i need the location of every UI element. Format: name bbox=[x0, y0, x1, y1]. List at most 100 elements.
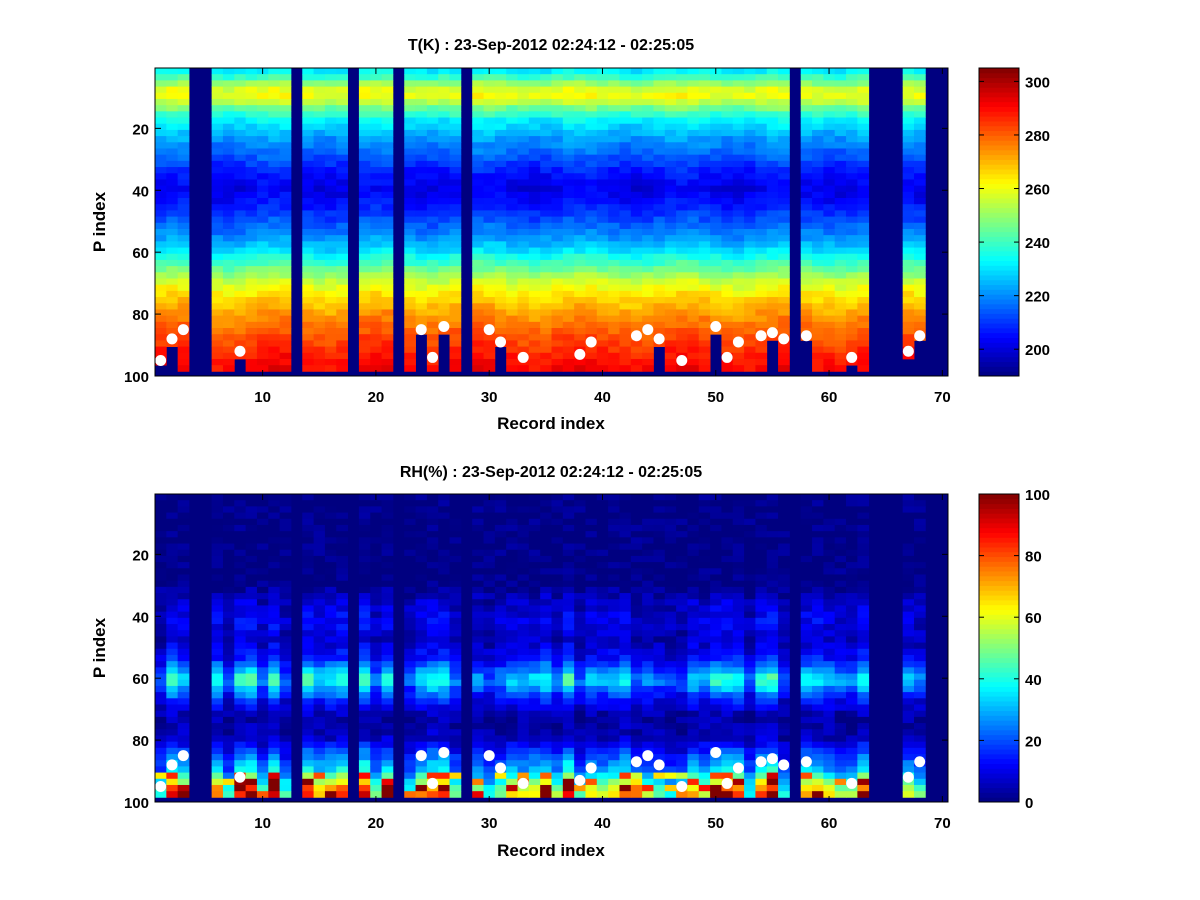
heatmap-cell bbox=[177, 716, 190, 724]
heatmap-cell bbox=[846, 204, 858, 211]
heatmap-cell bbox=[415, 791, 428, 798]
heatmap-cell bbox=[562, 630, 575, 637]
heatmap-cell bbox=[234, 105, 247, 112]
heatmap-cell bbox=[404, 543, 416, 551]
heatmap-cell bbox=[902, 315, 915, 323]
heatmap-cell bbox=[596, 555, 609, 563]
heatmap-cell bbox=[222, 241, 235, 248]
heatmap-cell bbox=[279, 531, 292, 538]
heatmap-cell bbox=[653, 778, 666, 786]
heatmap-cell bbox=[370, 129, 382, 137]
heatmap-cell bbox=[902, 228, 915, 236]
heatmap-cell bbox=[211, 760, 224, 767]
heatmap-cell bbox=[415, 129, 428, 137]
heatmap-cell bbox=[574, 524, 586, 532]
heatmap-cell bbox=[608, 778, 620, 786]
heatmap-cell bbox=[302, 778, 314, 786]
heatmap-cell bbox=[721, 204, 734, 211]
heatmap-cell bbox=[506, 74, 518, 81]
heatmap-cell bbox=[404, 154, 416, 162]
heatmap-cell bbox=[415, 154, 428, 162]
heatmap-cell bbox=[551, 173, 564, 180]
heatmap-cell bbox=[211, 278, 224, 286]
heatmap-cell bbox=[324, 784, 337, 792]
heatmap-cell bbox=[619, 630, 632, 637]
surface-marker bbox=[902, 345, 914, 357]
heatmap-cell bbox=[664, 198, 677, 205]
heatmap-cell bbox=[426, 772, 439, 780]
heatmap-cell bbox=[834, 235, 847, 242]
heatmap-cell bbox=[914, 185, 926, 193]
heatmap-cell bbox=[676, 593, 688, 600]
heatmap-cell bbox=[902, 154, 915, 162]
heatmap-cell bbox=[619, 297, 632, 304]
heatmap-cell bbox=[336, 685, 348, 693]
heatmap-cell bbox=[324, 667, 337, 674]
heatmap-cell bbox=[494, 784, 507, 792]
heatmap-cell bbox=[766, 210, 779, 217]
heatmap-cell bbox=[324, 241, 337, 248]
heatmap-cell bbox=[812, 309, 824, 317]
heatmap-cell bbox=[302, 309, 314, 317]
heatmap-cell bbox=[370, 303, 382, 310]
heatmap-cell bbox=[415, 605, 428, 613]
heatmap-cell bbox=[744, 309, 756, 317]
heatmap-cell bbox=[177, 74, 190, 81]
heatmap-cell bbox=[630, 80, 643, 87]
heatmap-cell bbox=[279, 778, 292, 786]
heatmap-cell bbox=[324, 167, 337, 174]
heatmap-cell bbox=[324, 92, 337, 100]
heatmap-cell bbox=[177, 735, 190, 743]
heatmap-cell bbox=[766, 167, 779, 174]
heatmap-cell bbox=[676, 531, 688, 538]
heatmap-cell bbox=[596, 105, 609, 112]
surface-marker bbox=[676, 355, 688, 367]
heatmap-cell bbox=[721, 266, 734, 273]
heatmap-cell bbox=[494, 309, 507, 317]
heatmap-cell bbox=[279, 506, 292, 513]
heatmap-cell bbox=[778, 167, 790, 174]
heatmap-cell bbox=[540, 549, 552, 557]
heatmap-cell bbox=[245, 617, 258, 625]
heatmap-cell bbox=[710, 142, 722, 149]
heatmap-cell bbox=[449, 667, 462, 674]
heatmap-cell bbox=[914, 284, 926, 292]
heatmap-cell bbox=[834, 98, 847, 106]
heatmap-cell bbox=[551, 346, 564, 354]
heatmap-cell bbox=[245, 123, 258, 131]
heatmap-cell bbox=[313, 105, 326, 112]
heatmap-cell bbox=[676, 791, 688, 798]
heatmap-cell bbox=[846, 266, 858, 273]
heatmap-cell bbox=[732, 321, 745, 329]
heatmap-cell bbox=[721, 303, 734, 310]
heatmap-cell bbox=[687, 673, 700, 681]
heatmap-cell bbox=[211, 735, 224, 743]
heatmap-cell bbox=[914, 74, 926, 81]
heatmap-cell bbox=[540, 346, 552, 354]
heatmap-cell bbox=[211, 524, 224, 532]
heatmap-cell bbox=[234, 630, 247, 637]
heatmap-cell bbox=[426, 334, 439, 341]
heatmap-cell bbox=[676, 297, 688, 304]
heatmap-cell bbox=[664, 210, 677, 217]
heatmap-cell bbox=[404, 346, 416, 354]
heatmap-cell bbox=[370, 216, 382, 224]
heatmap-cell bbox=[279, 328, 292, 335]
heatmap-cell bbox=[778, 328, 790, 335]
heatmap-cell bbox=[449, 555, 462, 563]
heatmap-cell bbox=[528, 334, 541, 341]
surface-marker bbox=[438, 320, 450, 332]
heatmap-cell bbox=[687, 98, 700, 106]
heatmap-cell bbox=[823, 222, 836, 230]
heatmap-cell bbox=[324, 253, 337, 261]
heatmap-cell bbox=[166, 537, 179, 544]
heatmap-cell bbox=[619, 222, 632, 230]
heatmap-cell bbox=[528, 123, 541, 131]
heatmap-cell bbox=[834, 247, 847, 255]
heatmap-cell bbox=[234, 611, 247, 619]
heatmap-cell bbox=[664, 247, 677, 255]
heatmap-cell bbox=[302, 148, 314, 156]
heatmap-cell bbox=[664, 80, 677, 87]
heatmap-cell bbox=[483, 179, 496, 187]
heatmap-cell bbox=[279, 334, 292, 341]
